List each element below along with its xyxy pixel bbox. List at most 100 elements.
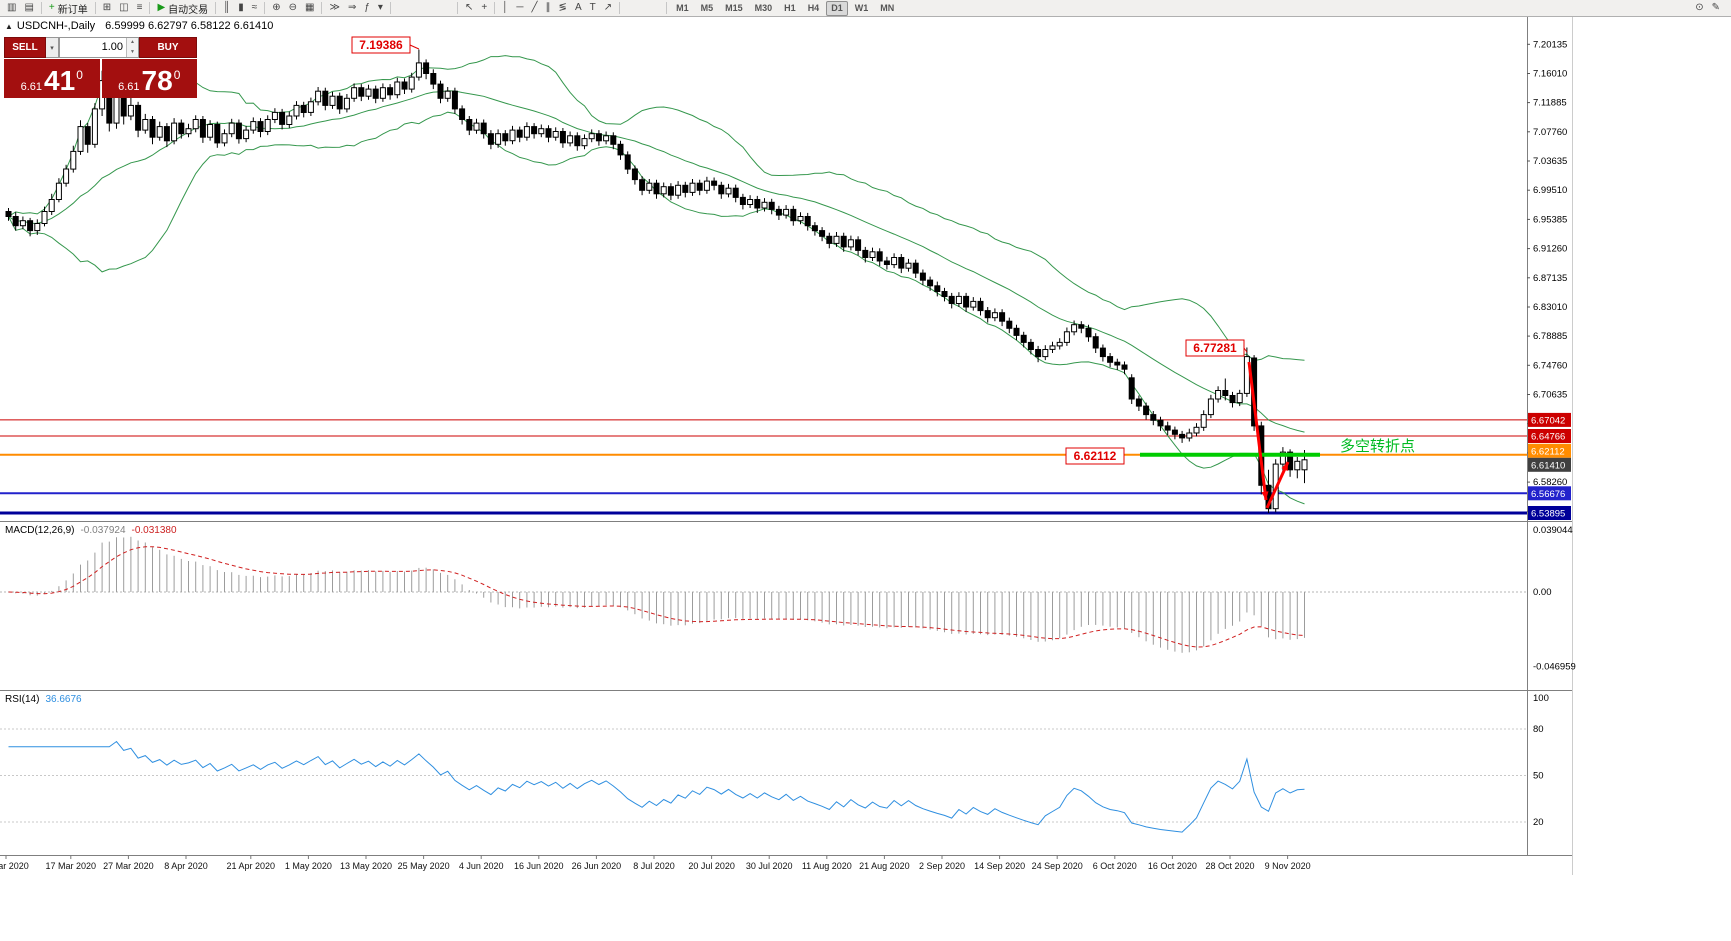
auto-trading-button[interactable]: ▶ 自动交易 bbox=[154, 1, 211, 16]
price-callout-box[interactable] bbox=[351, 36, 411, 54]
volume-dropdown-button[interactable]: ▾ bbox=[46, 37, 59, 58]
toolbar-separator bbox=[94, 2, 96, 14]
timeframe-h1-button-label: H1 bbox=[784, 3, 796, 13]
bar-chart-button-glyph: ║ bbox=[223, 2, 231, 13]
fibonacci-button[interactable]: ≶ bbox=[556, 1, 570, 16]
volume-field[interactable]: 1.00 ▲ ▼ bbox=[59, 37, 139, 58]
timeframe-mn-button[interactable]: MN bbox=[875, 1, 899, 16]
timeframe-h4-button[interactable]: H4 bbox=[803, 1, 825, 16]
market-watch-button[interactable]: ⊞ bbox=[100, 1, 114, 16]
candle bbox=[1207, 398, 1214, 416]
vertical-line-button[interactable]: │ bbox=[499, 1, 511, 16]
new-order-button[interactable]: + 新订单 bbox=[46, 1, 91, 16]
tile-windows-button[interactable]: ▦ bbox=[302, 1, 317, 16]
volume-increment-arrow[interactable]: ▲ bbox=[127, 38, 138, 48]
timeframe-h1-button[interactable]: H1 bbox=[779, 1, 801, 16]
candle bbox=[703, 180, 710, 191]
price-callout-box[interactable] bbox=[1065, 447, 1125, 465]
price-axis-box bbox=[1528, 429, 1571, 443]
candle bbox=[538, 128, 545, 135]
candle bbox=[48, 199, 55, 212]
horizontal-line-button[interactable]: ─ bbox=[513, 1, 526, 16]
candle bbox=[883, 260, 890, 265]
chart-symbol-period: USDCNH-,Daily bbox=[16, 20, 96, 32]
search-icon[interactable]: ⊙ bbox=[1692, 1, 1706, 16]
navigator-button-glyph: ≡ bbox=[136, 2, 143, 13]
drawn-arrow[interactable] bbox=[1247, 361, 1268, 501]
candle bbox=[1078, 324, 1085, 329]
fibonacci-button-glyph: ≶ bbox=[558, 2, 567, 13]
macd-axis-label: 0.039044 bbox=[1533, 525, 1573, 536]
text-button[interactable]: A bbox=[572, 1, 585, 16]
volume-spinner: ▲ ▼ bbox=[126, 38, 138, 57]
auto-scroll-button[interactable]: ≫ bbox=[326, 1, 342, 16]
timeframe-w1-button[interactable]: W1 bbox=[850, 1, 874, 16]
timeframe-m15-button[interactable]: M15 bbox=[720, 1, 748, 16]
volume-value[interactable]: 1.00 bbox=[101, 41, 123, 53]
candle bbox=[495, 133, 502, 145]
trendline-button[interactable]: ╱ bbox=[529, 1, 541, 16]
candlestick-chart-button[interactable]: ▮ bbox=[235, 1, 247, 16]
drawn-arrow[interactable] bbox=[1265, 461, 1290, 509]
candle bbox=[516, 129, 523, 138]
candle bbox=[243, 129, 250, 140]
zoom-out-button[interactable]: ⊖ bbox=[286, 1, 300, 16]
zoom-in-button[interactable]: ⊕ bbox=[269, 1, 283, 16]
bar-chart-button[interactable]: ║ bbox=[220, 1, 233, 16]
chart-shift-button[interactable]: ⇒ bbox=[345, 1, 359, 16]
candle bbox=[192, 119, 199, 130]
cursor-button[interactable]: ↖ bbox=[462, 1, 476, 16]
candle bbox=[639, 179, 646, 191]
crosshair-button[interactable]: + bbox=[478, 1, 490, 16]
price-axis-box-text: 6.67042 bbox=[1531, 415, 1565, 426]
toolbar-right-group: ⊙ ✎ bbox=[1691, 1, 1728, 16]
candle bbox=[1143, 405, 1150, 416]
buy-button[interactable]: BUY bbox=[139, 37, 197, 58]
toolbar-spacer-1 bbox=[394, 8, 454, 9]
sell-price-display[interactable]: 6.61 41 0 bbox=[4, 59, 100, 98]
timeframe-m5-button[interactable]: M5 bbox=[696, 1, 719, 16]
new-chart-button[interactable]: ▥ bbox=[4, 1, 19, 16]
candle bbox=[1035, 349, 1042, 358]
volume-decrement-arrow[interactable]: ▼ bbox=[127, 47, 138, 57]
candle bbox=[1287, 451, 1294, 471]
toolbar-spacer-2 bbox=[623, 8, 663, 9]
price-axis-box bbox=[1528, 506, 1571, 520]
arrows-button[interactable]: ↗ bbox=[601, 1, 615, 16]
data-window-button[interactable]: ◫ bbox=[116, 1, 131, 16]
timeframe-m1-button[interactable]: M1 bbox=[671, 1, 694, 16]
candle bbox=[451, 90, 458, 110]
turning-point-label[interactable]: 多空转折点 bbox=[1340, 438, 1415, 455]
timeframe-m30-button[interactable]: M30 bbox=[750, 1, 778, 16]
profiles-button[interactable]: ▤ bbox=[21, 1, 36, 16]
time-axis-label: 4 Mar 2020 bbox=[0, 861, 29, 871]
auto-scroll-button-glyph: ≫ bbox=[329, 2, 340, 13]
timeframe-d1-button[interactable]: D1 bbox=[826, 0, 848, 16]
edit-icon-glyph: ✎ bbox=[1711, 2, 1720, 13]
indicators-list-button-glyph: ▾ bbox=[377, 2, 383, 13]
candle bbox=[408, 76, 415, 90]
candle bbox=[41, 211, 48, 224]
line-chart-button[interactable]: ≈ bbox=[249, 1, 261, 16]
candle bbox=[999, 312, 1006, 322]
edit-icon[interactable]: ✎ bbox=[1709, 1, 1723, 16]
candle bbox=[523, 126, 530, 138]
navigator-button[interactable]: ≡ bbox=[134, 1, 146, 16]
trade-panel-collapse-arrow[interactable]: ▲ bbox=[5, 22, 13, 31]
label-button[interactable]: T bbox=[587, 1, 599, 16]
candle bbox=[617, 143, 624, 156]
candle bbox=[811, 225, 818, 232]
channel-button[interactable]: ∥ bbox=[543, 1, 554, 16]
sell-button[interactable]: SELL bbox=[4, 37, 46, 58]
buy-price-display[interactable]: 6.61 78 0 bbox=[101, 59, 197, 98]
vertical-line-button-glyph: │ bbox=[502, 2, 509, 13]
price-callout-box[interactable] bbox=[1185, 339, 1245, 357]
indicators-button[interactable]: ƒ bbox=[361, 1, 373, 16]
time-axis-label: 6 Oct 2020 bbox=[1093, 861, 1137, 871]
indicators-list-button[interactable]: ▾ bbox=[375, 1, 386, 16]
time-axis-label: 1 May 2020 bbox=[285, 861, 332, 871]
price-axis-label: 6.58260 bbox=[1533, 477, 1567, 488]
candle bbox=[135, 104, 142, 131]
candle bbox=[336, 95, 343, 110]
